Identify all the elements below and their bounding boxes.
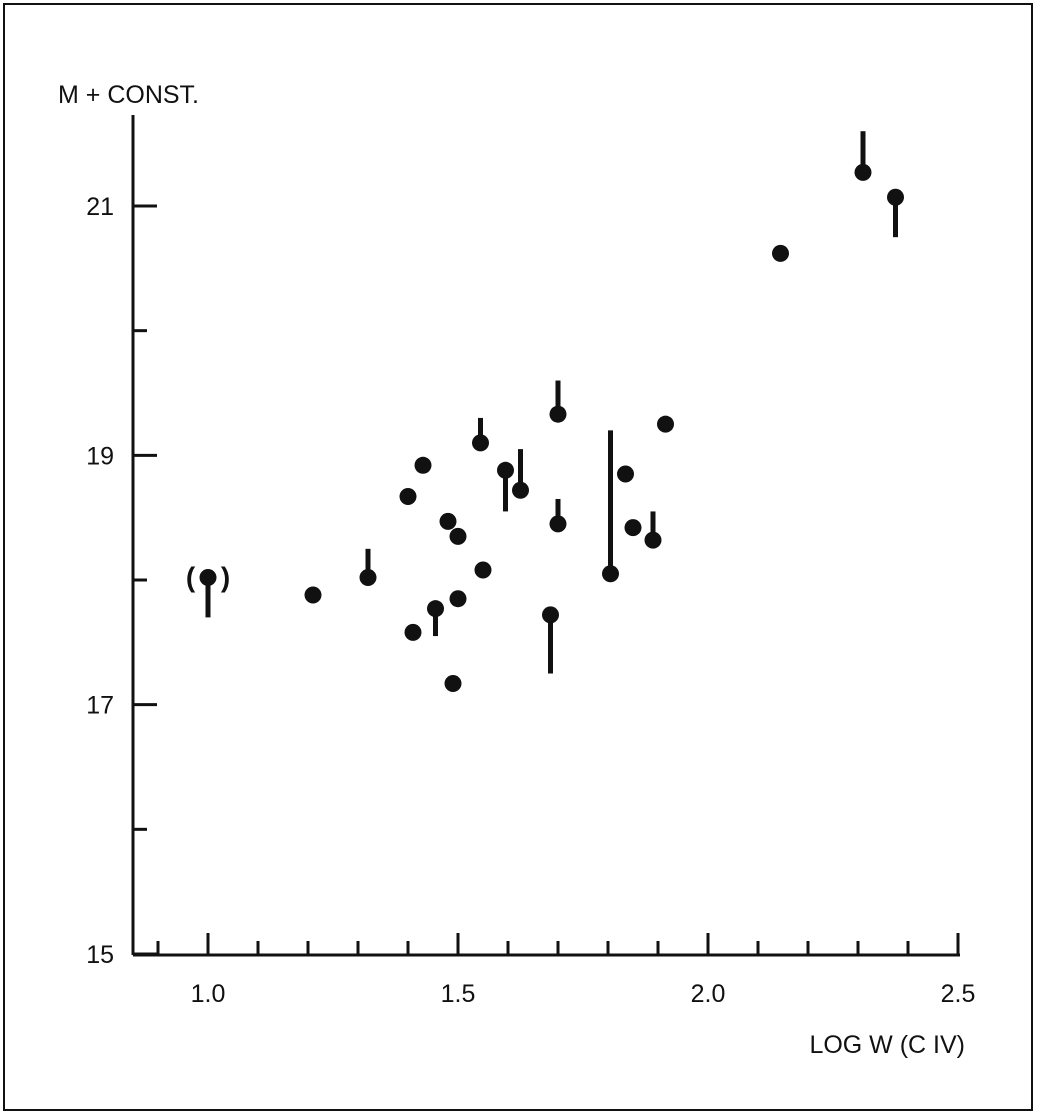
data-point [549, 380, 567, 423]
point-marker [602, 565, 619, 583]
point-marker [644, 531, 662, 549]
point-marker [474, 561, 492, 579]
data-point [542, 606, 559, 674]
point-marker [404, 623, 422, 641]
data-marks [199, 131, 904, 692]
axis-ticks [133, 204, 960, 956]
data-point [887, 188, 904, 238]
y-tick-label: 15 [86, 941, 114, 969]
data-point [772, 244, 789, 262]
data-point [474, 561, 492, 579]
annotations: () [186, 562, 230, 593]
point-marker [414, 456, 432, 474]
data-point [602, 430, 619, 583]
x-tick-label: 2.5 [941, 980, 976, 1008]
annotation-paren: ) [221, 562, 230, 593]
data-point [404, 623, 422, 641]
data-point [359, 548, 377, 587]
data-point [449, 527, 467, 545]
point-marker [617, 465, 634, 483]
data-point [644, 511, 662, 549]
y-axis-label: M + CONST. [58, 81, 199, 109]
tick-labels: 1.0 1.5 2.0 2.5 21 19 17 15 [86, 193, 975, 1008]
data-point [439, 512, 457, 530]
data-point [199, 569, 217, 618]
point-marker [304, 586, 322, 604]
data-point [549, 498, 567, 533]
data-point [497, 461, 514, 512]
point-marker [512, 481, 529, 499]
data-point [472, 417, 489, 452]
point-marker [657, 415, 674, 433]
data-point [399, 487, 417, 505]
data-point [444, 674, 462, 692]
point-marker [854, 163, 872, 181]
x-tick-label: 1.5 [441, 980, 476, 1008]
data-point [304, 586, 322, 604]
point-marker [542, 606, 559, 624]
y-tick-label: 19 [86, 442, 114, 470]
data-point [449, 590, 467, 608]
data-point [414, 456, 432, 474]
point-marker [444, 674, 462, 692]
point-marker [772, 244, 789, 262]
x-tick-label: 1.0 [191, 980, 226, 1008]
point-marker [497, 461, 514, 479]
point-marker [624, 519, 642, 537]
point-marker [399, 487, 417, 505]
data-point [854, 131, 872, 181]
point-marker [449, 527, 467, 545]
y-tick-label: 17 [86, 692, 114, 720]
point-marker [549, 515, 567, 533]
point-marker [199, 569, 217, 587]
point-marker [472, 434, 489, 452]
point-marker [887, 188, 904, 206]
data-point [624, 519, 642, 537]
point-marker [427, 600, 444, 618]
point-marker [359, 569, 377, 587]
data-point [657, 415, 674, 433]
data-point [512, 449, 529, 499]
axes [131, 115, 960, 957]
annotation-paren: ( [186, 562, 196, 593]
point-marker [549, 405, 567, 423]
point-marker [439, 512, 457, 530]
figure-frame [3, 3, 1033, 1111]
y-tick-label: 21 [86, 193, 114, 221]
point-marker [449, 590, 467, 608]
x-axis-label: LOG W (C IV) [809, 1031, 965, 1059]
x-tick-label: 2.0 [691, 980, 726, 1008]
data-point [617, 465, 634, 483]
data-point [427, 600, 444, 637]
